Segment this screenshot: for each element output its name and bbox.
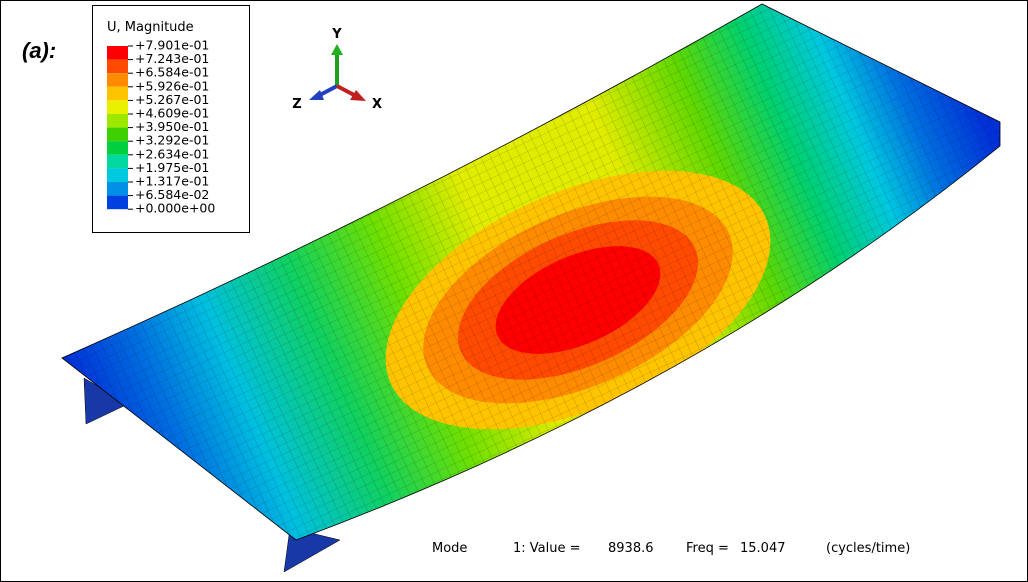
legend-swatch <box>107 73 128 87</box>
legend-swatch <box>107 182 128 196</box>
legend-swatch <box>107 155 128 169</box>
legend-swatch <box>107 114 128 128</box>
legend: +7.901e-01+7.243e-01+6.584e-01+5.926e-01… <box>107 38 215 216</box>
axis-x: X <box>372 97 382 112</box>
value: 8938.6 <box>608 541 654 556</box>
value-label: 1: Value = <box>513 541 581 556</box>
panel-label: (a): <box>22 38 56 63</box>
unit: (cycles/time) <box>826 541 910 556</box>
legend-swatch <box>107 128 128 142</box>
legend-swatch <box>107 141 128 155</box>
legend-swatch <box>107 100 128 114</box>
freq: 15.047 <box>740 541 786 556</box>
legend-swatch <box>107 196 128 210</box>
legend-title: U, Magnitude <box>107 20 194 35</box>
legend-swatch <box>107 46 128 60</box>
viewport: (a): U, Magnitude +7.901e-01+7.243e-01+6… <box>0 0 1028 582</box>
legend-swatch <box>107 60 128 74</box>
legend-swatch <box>107 168 128 182</box>
legend-label: +0.000e+00 <box>135 201 215 216</box>
axis-y: Y <box>331 27 342 42</box>
mode: Mode <box>432 541 467 556</box>
legend-swatch <box>107 87 128 101</box>
freq-label: Freq = <box>686 541 729 556</box>
axis-z: Z <box>292 97 301 112</box>
